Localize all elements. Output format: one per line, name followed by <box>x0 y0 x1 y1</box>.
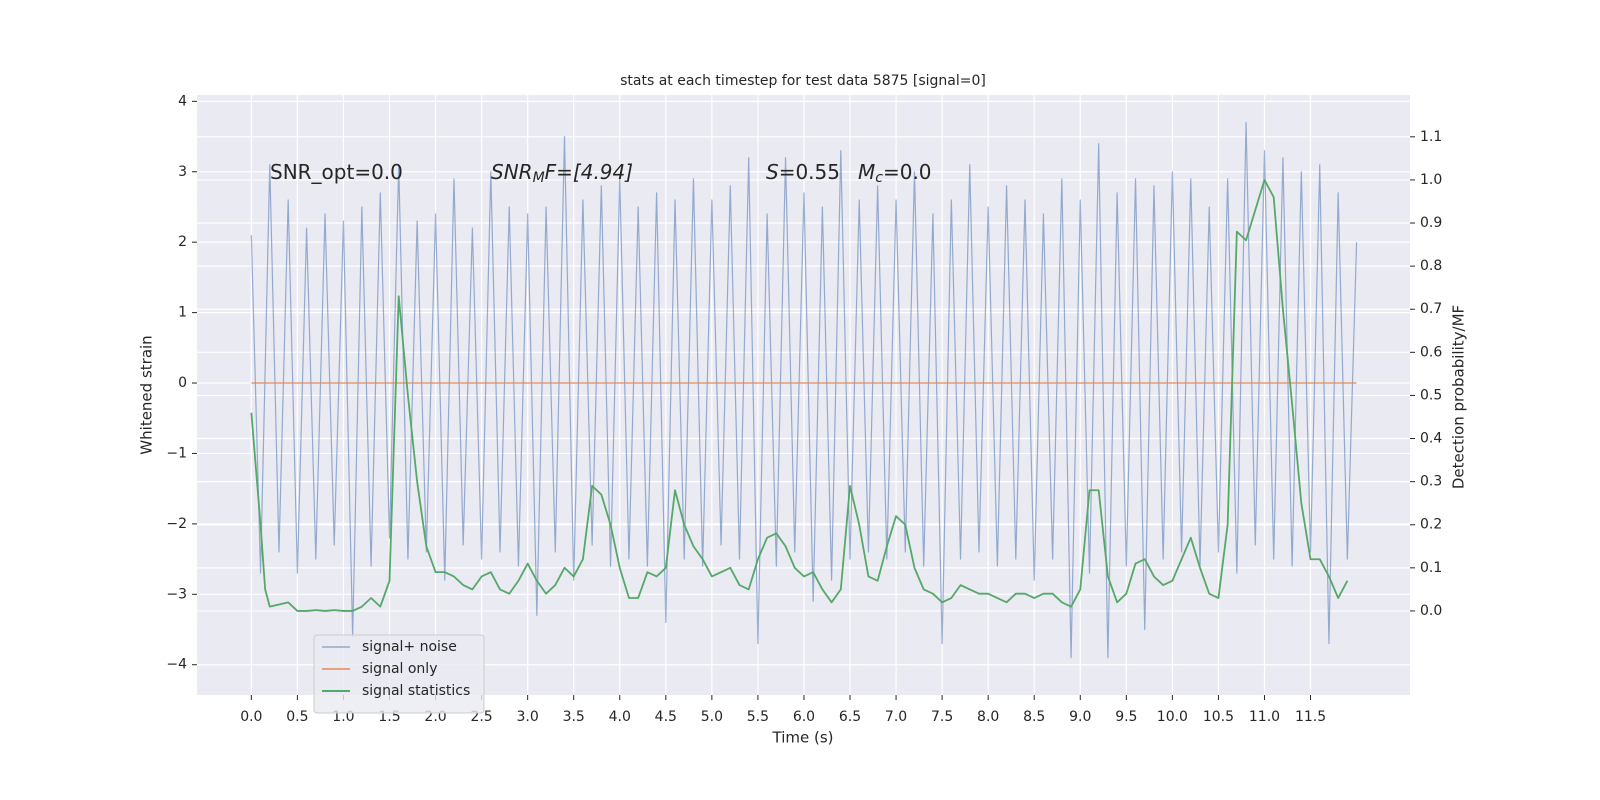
series-line <box>250 121 1358 659</box>
x-tick-label: 3.5 <box>563 709 585 725</box>
y2-tick-label: 1.1 <box>1420 129 1442 145</box>
x-tick-label: 7.0 <box>885 709 907 725</box>
legend: signal+ noise signal only signal statistic… <box>313 634 485 714</box>
y-tick-label: 0 <box>178 375 187 391</box>
y-tick-label: −2 <box>166 516 187 532</box>
legend-box <box>313 634 485 714</box>
y2-tick-label: 0.3 <box>1420 474 1442 490</box>
y2-tick-label: 0.2 <box>1420 517 1442 533</box>
x-tick-label: 3.0 <box>517 709 539 725</box>
annotation-part: S <box>766 160 779 184</box>
annotation-part: SNR_opt=0.0 <box>270 160 403 184</box>
x-tick-label: 11.5 <box>1295 709 1326 725</box>
x-tick-label: 0.0 <box>240 709 262 725</box>
x-tick-label: 6.5 <box>839 709 861 725</box>
y-tick-label: −3 <box>166 586 187 602</box>
y2-tick-label: 0.0 <box>1420 603 1442 619</box>
annotation: SNRMF=[4.94] <box>491 160 633 187</box>
x-tick-label: 4.0 <box>609 709 631 725</box>
annotations: SNR_opt=0.0 SNRMF=[4.94] S=0.55 Mc=0.0 <box>270 160 932 187</box>
annotation-part: SNR <box>491 160 533 184</box>
x-tick-label: 7.5 <box>931 709 953 725</box>
y-axis-label: Whitened strain <box>138 335 156 454</box>
annotation-part: M <box>858 160 875 184</box>
y2-tick-label: 0.8 <box>1420 258 1442 274</box>
y2-tick-label: 0.6 <box>1420 344 1442 360</box>
marks <box>250 121 1358 659</box>
y2-tick-label: 0.7 <box>1420 301 1442 317</box>
y2-tick-label: 1.0 <box>1420 172 1442 188</box>
x-tick-label: 6.0 <box>793 709 815 725</box>
y-tick-label: 4 <box>178 93 187 109</box>
x-tick-label: 8.5 <box>1023 709 1045 725</box>
chart-title: stats at each timestep for test data 587… <box>620 73 986 89</box>
y-tick-label: 1 <box>178 305 187 321</box>
legend-label: signal+ noise <box>362 639 457 655</box>
x-tick-label: 5.0 <box>701 709 723 725</box>
y2-tick-label: 0.1 <box>1420 560 1442 576</box>
x-tick-label: 10.0 <box>1157 709 1188 725</box>
x-tick-label: 11.0 <box>1249 709 1280 725</box>
y2-tick-label: 0.4 <box>1420 431 1442 447</box>
annotation-part: M <box>533 170 545 186</box>
x-tick-label: 9.5 <box>1115 709 1137 725</box>
x-axis-label: Time (s) <box>772 729 834 747</box>
annotation-part: c <box>875 170 883 186</box>
legend-label: signal only <box>362 661 437 677</box>
ticks: 0.0 0.5 1.0 1.5 2.0 2.5 3.0 3.5 4.0 4.5 5.0 5.5 6.0 6… <box>166 93 1442 725</box>
x-tick-label: 8.0 <box>977 709 999 725</box>
annotation-part: F=[4.94] <box>545 160 633 184</box>
y2-tick-label: 0.9 <box>1420 215 1442 231</box>
y-tick-label: −4 <box>166 657 187 673</box>
x-tick-label: 9.0 <box>1069 709 1091 725</box>
annotation-part: =0.0 <box>883 160 932 184</box>
annotation: Mc=0.0 <box>858 160 932 187</box>
y-tick-label: 3 <box>178 164 187 180</box>
x-tick-label: 4.5 <box>655 709 677 725</box>
annotation: SNR_opt=0.0 <box>270 160 403 184</box>
y2-axis-label: Detection probability/MF <box>1450 305 1468 489</box>
annotation: S=0.55 <box>766 160 840 184</box>
series-line <box>250 179 1349 612</box>
x-tick-label: 5.5 <box>747 709 769 725</box>
y2-tick-label: 0.5 <box>1420 387 1442 403</box>
y-tick-label: 2 <box>178 234 187 250</box>
x-tick-label: 0.5 <box>286 709 308 725</box>
annotation-part: =0.55 <box>779 160 840 184</box>
legend-label: signal statistics <box>362 683 470 699</box>
x-tick-label: 10.5 <box>1203 709 1234 725</box>
y-tick-label: −1 <box>166 445 187 461</box>
